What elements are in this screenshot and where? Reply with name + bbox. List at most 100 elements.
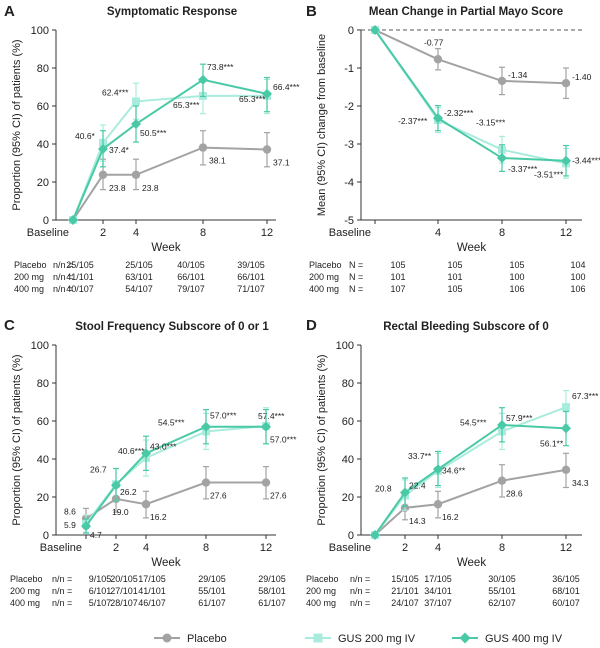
n-table-value: 39/105 [237,260,265,270]
data-label-gus400: 37.4* [109,145,130,155]
data-label-placebo: 38.1 [209,156,226,166]
n-table-value: 106 [509,284,524,294]
n-table-value: 58/101 [258,586,286,596]
n-table-value: 71/107 [237,284,265,294]
n-table-value: 62/107 [488,598,516,608]
data-label-placebo: 16.2 [442,512,459,522]
data-label-gus400: 57.9*** [506,413,533,423]
data-label-placebo: 37.1 [273,158,290,168]
data-point-gus400 [370,25,380,35]
data-label-placebo: 34.3 [572,478,589,488]
data-point-placebo [141,500,151,509]
n-table-header: n/n = [350,598,370,608]
series-placebo: 8.6 19.0 16.2 27.6 27.6 [64,466,287,529]
data-point-placebo [198,143,208,152]
n-table-row-name: Placebo [306,574,339,584]
data-label-gus200: 20.8 [375,483,392,493]
legend-label-gus400: GUS 400 mg IV [485,633,563,645]
chart-panel-d: D Rectal Bleeding Subscore of 0 0 20 40 60 80 1… [306,317,599,608]
n-table-header: n/n = [53,272,73,282]
n-table-value: 9/105 [89,574,112,584]
data-point-gus400 [400,487,410,498]
data-point-placebo [261,478,271,487]
n-table-value: 63/101 [125,272,153,282]
data-label-gus200: 65.3*** [239,94,266,104]
panel-letter: D [306,317,317,334]
n-table-row-name: 200 mg [309,272,339,282]
y-tick-label: 80 [37,63,49,75]
x-tick-label: 12 [261,227,273,239]
y-tick-label: -2 [344,101,354,113]
data-point-placebo [497,476,507,485]
data-point-gus400 [497,419,507,430]
n-table-row-name: Placebo [10,574,43,584]
data-label-placebo: -0.77 [424,37,444,47]
data-point-gus400 [561,423,571,434]
x-tick-label: 12 [560,542,572,554]
n-table-header: n/n = [350,574,370,584]
y-axis-title: Proportion (95% CI) of patients (%) [316,354,328,525]
series-placebo: 23.8 23.8 38.1 37.1 [68,130,290,225]
n-table-value: 101 [447,272,462,282]
x-tick-label: Baseline [40,542,82,554]
n-table-value: 41/101 [66,272,94,282]
n-table-value: 29/105 [258,574,286,584]
y-tick-label: 0 [348,530,354,542]
data-label-gus200: 54.5*** [158,417,185,427]
panel-letter: A [4,3,15,20]
data-label-gus200: 40.6* [75,131,96,141]
data-point-gus200 [132,97,140,106]
n-table-header: n/n = [52,598,72,608]
y-tick-label: 60 [37,101,49,113]
data-point-placebo [433,500,443,509]
n-table-header: n/n = [53,260,73,270]
series-gus400: 22.4 34.6** 57.9*** 56.1** [370,407,571,540]
x-tick-label: 8 [200,227,206,239]
data-label-placebo: 23.8 [142,183,159,193]
n-table-value: 66/101 [237,272,265,282]
data-label-gus200: 67.3*** [572,391,599,401]
data-label-gus400: -3.44*** [572,156,600,166]
x-tick-label: 4 [435,227,441,239]
data-label-placebo: 28.6 [506,489,523,499]
data-label-gus200: 62.4*** [102,87,129,97]
n-table-value: 24/107 [391,598,419,608]
n-table: Placebo n/n = 15/105 17/105 30/105 36/105 200 … [306,574,580,608]
data-label-placebo: -1.34 [508,70,528,80]
n-table-value: 100 [570,272,585,282]
y-tick-label: 0 [43,530,49,542]
series-line-placebo [72,146,268,221]
n-table-value: 101 [390,272,405,282]
data-point-gus400 [370,530,380,540]
legend-label-gus200: GUS 200 mg IV [338,633,416,645]
series-line-placebo [374,29,567,85]
data-label-gus200: -3.15*** [476,118,506,128]
y-tick-label: 40 [37,139,49,151]
data-label-gus200: 40.6*** [118,446,145,456]
data-point-gus400 [98,143,108,154]
series-line-gus200 [374,29,567,165]
data-point-gus400 [68,215,78,225]
n-table-row-name: 400 mg [309,284,339,294]
y-tick-label: 0 [43,215,49,227]
data-label-placebo: 27.6 [210,491,227,501]
n-table-value: 27/101 [110,586,138,596]
x-tick-label: 12 [260,542,272,554]
data-point-placebo [262,145,272,154]
n-table-row-name: 400 mg [10,598,40,608]
n-table-row-name: 200 mg [10,586,40,596]
data-point-gus400 [561,155,571,166]
data-label-gus200: -3.51*** [534,169,564,179]
panel-letter: B [306,3,317,20]
x-tick-label: 2 [113,542,119,554]
data-point-gus400 [497,153,507,164]
n-table-value: 5/107 [89,598,112,608]
n-table: Placebo n/n =25/105 25/105 40/105 39/105200 … [14,260,265,294]
y-tick-label: 100 [336,340,354,352]
data-point-gus400 [201,421,211,432]
y-tick-label: 0 [348,25,354,37]
n-table-header: n/n = [53,284,73,294]
n-table-row-name: 400 mg [14,284,44,294]
n-table-value: 55/101 [488,586,516,596]
n-table-value: 30/105 [488,574,516,584]
